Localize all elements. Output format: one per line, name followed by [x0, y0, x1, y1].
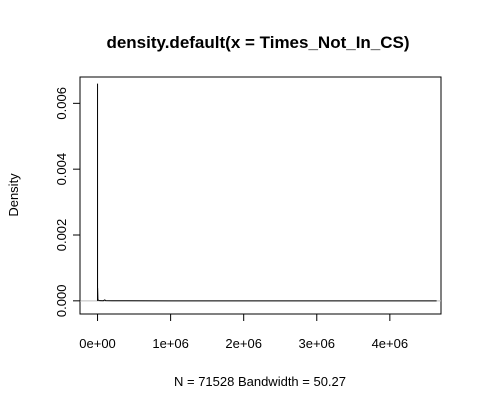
y-axis-title: Density: [6, 173, 21, 217]
chart-title: density.default(x = Times_Not_In_CS): [106, 33, 409, 52]
y-tick-label: 0.002: [54, 219, 69, 252]
x-tick-label: 0e+00: [79, 336, 116, 351]
x-axis-title: N = 71528 Bandwidth = 50.27: [174, 374, 346, 389]
x-tick-label: 3e+06: [299, 336, 336, 351]
x-tick-label: 1e+06: [152, 336, 189, 351]
x-axis: 0e+00 1e+06 2e+06 3e+06 4e+06: [79, 313, 409, 351]
density-curve: [97, 83, 437, 302]
x-tick-label: 4e+06: [372, 336, 409, 351]
y-tick-label: 0.000: [54, 285, 69, 318]
plot-frame: [79, 76, 442, 315]
y-tick-label: 0.006: [54, 87, 69, 120]
x-tick-label: 2e+06: [225, 336, 262, 351]
y-axis: 0.000 0.002 0.004 0.006: [54, 87, 81, 318]
y-tick-label: 0.004: [54, 153, 69, 186]
